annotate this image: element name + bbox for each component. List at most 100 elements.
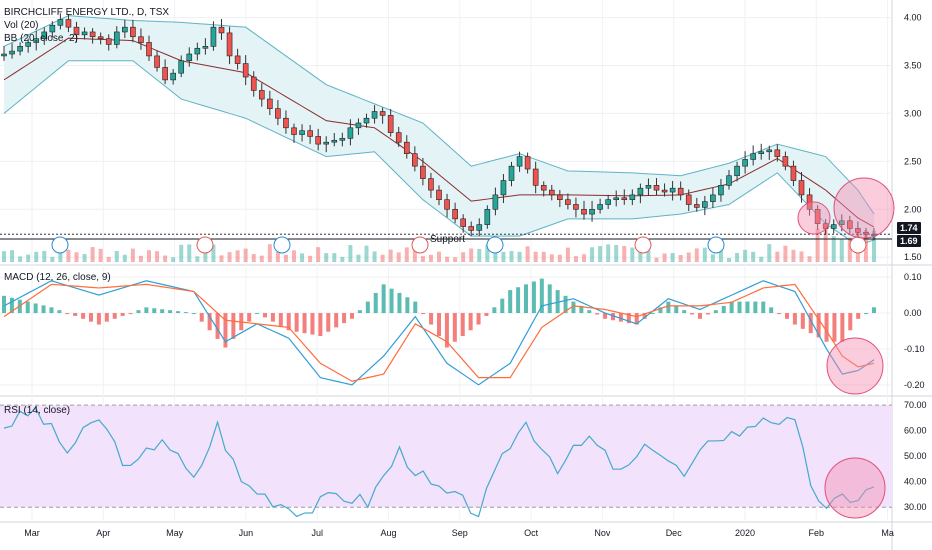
- macd-histogram-bar: [777, 313, 782, 315]
- volume-bar: [557, 254, 562, 262]
- price-tick-label: 1.50: [904, 252, 922, 262]
- volume-bar: [420, 256, 425, 262]
- candle-body: [677, 187, 684, 196]
- candle-body: [275, 108, 281, 119]
- candle-body: [702, 201, 708, 208]
- volume-bar: [26, 254, 31, 262]
- volume-bar: [638, 249, 643, 262]
- macd-histogram-bar: [294, 313, 299, 332]
- candle-body: [548, 189, 555, 196]
- macd-legend[interactable]: MACD (12, 26, close, 9): [4, 272, 111, 283]
- earnings-event-marker: [51, 236, 69, 254]
- volume-bar: [50, 256, 55, 262]
- macd-histogram-bar: [579, 305, 584, 314]
- macd-histogram-bar: [808, 313, 813, 334]
- macd-histogram-bar: [405, 297, 410, 314]
- volume-bars: [2, 227, 876, 262]
- candle-body: [371, 111, 378, 119]
- volume-bar: [469, 248, 474, 262]
- support-label: Support: [430, 234, 466, 245]
- candle-body: [838, 220, 845, 225]
- volume-bar: [187, 244, 192, 262]
- macd-histogram-bar: [365, 301, 370, 314]
- candle-body: [33, 38, 40, 43]
- volume-bar: [122, 254, 127, 262]
- macd-histogram-bar: [761, 301, 766, 314]
- volume-bar: [372, 251, 377, 262]
- candle-body: [734, 165, 740, 177]
- volume-bar: [775, 251, 780, 262]
- candle-body: [299, 130, 305, 135]
- earnings-event-marker: [196, 236, 214, 254]
- candle-body: [162, 67, 168, 81]
- candle-body: [283, 117, 289, 129]
- macd-histogram-bar: [33, 303, 38, 314]
- volume-bar: [332, 253, 337, 262]
- volume-legend[interactable]: Vol (20): [4, 20, 39, 31]
- candle-body: [154, 55, 160, 68]
- volume-bar: [710, 254, 715, 262]
- candle-body: [218, 26, 225, 34]
- rsi-legend[interactable]: RSI (14, close): [4, 405, 71, 416]
- candle-body: [420, 165, 426, 179]
- volume-bar: [34, 251, 39, 262]
- candle-body: [323, 141, 330, 145]
- volume-bar: [606, 244, 611, 262]
- month-tick-label: May: [166, 528, 184, 538]
- month-tick-label: 2020: [735, 528, 755, 538]
- macd-histogram-bar: [152, 308, 157, 314]
- macd-histogram-bar: [342, 313, 347, 324]
- candle-body: [97, 36, 104, 39]
- macd-histogram-bar: [255, 313, 260, 315]
- macd-tick-label: 0.00: [904, 308, 922, 318]
- macd-histogram-bar: [247, 313, 252, 322]
- macd-histogram-bar: [634, 313, 639, 325]
- macd-histogram-bar: [302, 313, 307, 334]
- volume-bar: [356, 254, 361, 262]
- volume-bar: [259, 255, 264, 262]
- macd-histogram-bar: [199, 313, 204, 322]
- candle-body: [138, 36, 144, 43]
- macd-tick-label: -0.10: [904, 344, 925, 354]
- volume-bar: [138, 255, 143, 262]
- volume-bar: [815, 228, 820, 262]
- volume-bar: [396, 252, 401, 262]
- candle-body: [242, 63, 249, 78]
- macd-histogram-bar: [460, 313, 465, 337]
- candle-body: [508, 165, 515, 181]
- month-tick-label: Mar: [24, 528, 40, 538]
- rsi-pane: [0, 404, 892, 518]
- macd-histogram-bar: [571, 301, 576, 314]
- symbol-title[interactable]: BIRCHCLIFF ENERGY LTD., D, TSX: [4, 7, 170, 18]
- earnings-event-marker: [849, 236, 867, 254]
- candle-body: [814, 208, 821, 224]
- volume-bar: [348, 245, 353, 262]
- volume-bar: [324, 253, 329, 262]
- volume-bar: [2, 251, 6, 262]
- volume-bar: [622, 245, 627, 262]
- macd-histogram-bar: [318, 313, 323, 337]
- volume-bar: [90, 247, 95, 262]
- volume-bar: [412, 248, 417, 262]
- volume-bar: [147, 250, 151, 262]
- candle-body: [178, 60, 185, 74]
- candle-body: [379, 111, 386, 116]
- volume-bar: [155, 251, 160, 262]
- volume-bar: [58, 245, 63, 262]
- macd-histogram-bar: [611, 313, 615, 321]
- bb-legend[interactable]: BB (20, close, 2): [4, 33, 78, 44]
- candle-body: [1, 53, 7, 57]
- volume-bar: [493, 253, 498, 262]
- macd-histogram-bar: [25, 301, 30, 314]
- macd-histogram-bar: [104, 313, 109, 322]
- macd-histogram-bar: [516, 287, 521, 314]
- month-tick-label: Aug: [380, 528, 396, 538]
- volume-bar: [211, 244, 216, 262]
- candle-body: [347, 127, 354, 139]
- macd-histogram-bar: [73, 313, 78, 316]
- volume-bar: [316, 247, 321, 262]
- candle-body: [81, 31, 88, 36]
- month-tick-label: Apr: [96, 528, 110, 538]
- candle-body: [468, 226, 475, 231]
